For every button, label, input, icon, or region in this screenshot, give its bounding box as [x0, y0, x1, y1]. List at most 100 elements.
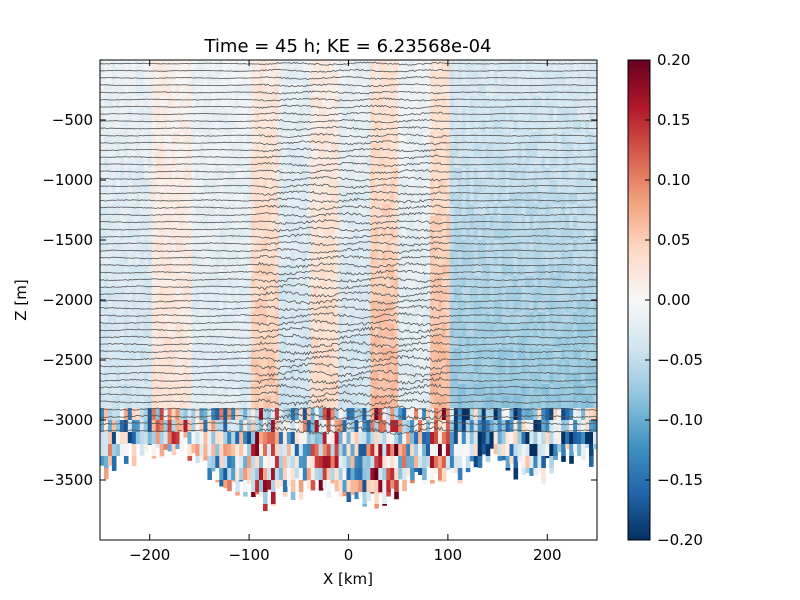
field-cell [406, 408, 411, 421]
field-cell [394, 192, 399, 205]
field-cell [302, 468, 308, 481]
field-cell [131, 300, 137, 313]
field-cell [577, 396, 582, 409]
colorbar-tick-label: 0.05 [657, 231, 690, 249]
field-cell [223, 456, 228, 469]
field-cell [430, 444, 435, 457]
field-cell [247, 360, 252, 373]
field-cell [350, 384, 356, 397]
field-cell [294, 60, 300, 73]
field-cell [430, 312, 435, 325]
field-cell [358, 336, 363, 349]
field-cell [187, 336, 193, 349]
field-cell [159, 132, 165, 145]
field-cell [441, 96, 447, 109]
field-cell [581, 456, 586, 460]
field-cell [481, 216, 487, 229]
field-cell [366, 456, 371, 469]
field-cell [139, 336, 145, 349]
field-cell [414, 228, 419, 241]
field-cell [473, 96, 479, 109]
field-cell [593, 336, 597, 349]
field-cell [286, 420, 292, 433]
field-cell [111, 336, 117, 349]
field-cell [215, 384, 220, 397]
field-cell [557, 204, 562, 217]
field-cell [271, 444, 276, 457]
field-cell [473, 204, 479, 217]
field-cell [100, 252, 105, 265]
field-cell [223, 228, 228, 241]
field-cell [557, 84, 562, 97]
field-cell [485, 348, 491, 361]
field-cell [159, 360, 165, 373]
field-cell [418, 204, 423, 217]
field-cell [398, 216, 403, 229]
field-cell [497, 384, 503, 397]
field-cell [239, 396, 244, 409]
field-cell [593, 312, 597, 325]
field-cell [362, 468, 367, 481]
field-cell [477, 408, 483, 421]
field-cell [573, 264, 578, 277]
field-cell [358, 360, 363, 373]
field-cell [549, 348, 554, 361]
field-cell [461, 96, 467, 109]
field-cell [298, 168, 304, 181]
isopycnal-line [100, 340, 597, 349]
field-cell [151, 180, 157, 193]
field-cell [501, 384, 507, 397]
field-cell [553, 420, 558, 433]
field-cell [322, 264, 328, 277]
field-cell [537, 360, 542, 373]
field-cell [354, 132, 360, 145]
field-cell [271, 72, 276, 85]
field-cell [179, 432, 185, 445]
field-cell [577, 408, 582, 421]
field-cell [461, 204, 467, 217]
field-cell [135, 60, 141, 73]
field-cell [513, 96, 519, 109]
field-cell [378, 108, 383, 121]
field-cell [251, 84, 256, 97]
field-cell [302, 240, 308, 253]
field-cell [314, 348, 320, 361]
field-cell [513, 384, 519, 397]
field-cell [370, 108, 375, 121]
field-cell [334, 312, 340, 325]
field-cell [362, 228, 367, 241]
field-cell [485, 408, 491, 421]
field-cell [445, 192, 451, 205]
field-cell [139, 132, 145, 145]
field-cell [298, 312, 304, 325]
field-cell [310, 240, 316, 253]
field-cell [259, 408, 264, 421]
field-cell [271, 432, 276, 445]
field-cell [175, 348, 181, 361]
field-cell [108, 432, 113, 445]
field-cell [390, 324, 395, 337]
field-cell [581, 240, 586, 253]
field-cell [163, 312, 169, 325]
field-cell [485, 120, 491, 133]
field-cell [378, 384, 383, 397]
field-cell [513, 60, 519, 73]
field-cell [282, 96, 288, 109]
field-cell [493, 348, 499, 361]
field-cell [227, 156, 232, 169]
field-cell [525, 324, 530, 337]
field-cell [223, 84, 228, 97]
field-cell [259, 432, 264, 445]
field-cell [207, 324, 212, 337]
field-cell [235, 204, 240, 217]
field-cell [326, 300, 332, 313]
field-cell [163, 288, 169, 301]
field-cell [581, 288, 586, 301]
field-cell [366, 264, 371, 277]
y-axis: −500−1000−1500−2000−2500−3000−3500 [42, 111, 597, 489]
field-cell [278, 432, 284, 445]
field-cell [414, 204, 419, 217]
field-cell [231, 312, 236, 325]
field-cell [382, 444, 387, 457]
field-cell [227, 216, 232, 229]
